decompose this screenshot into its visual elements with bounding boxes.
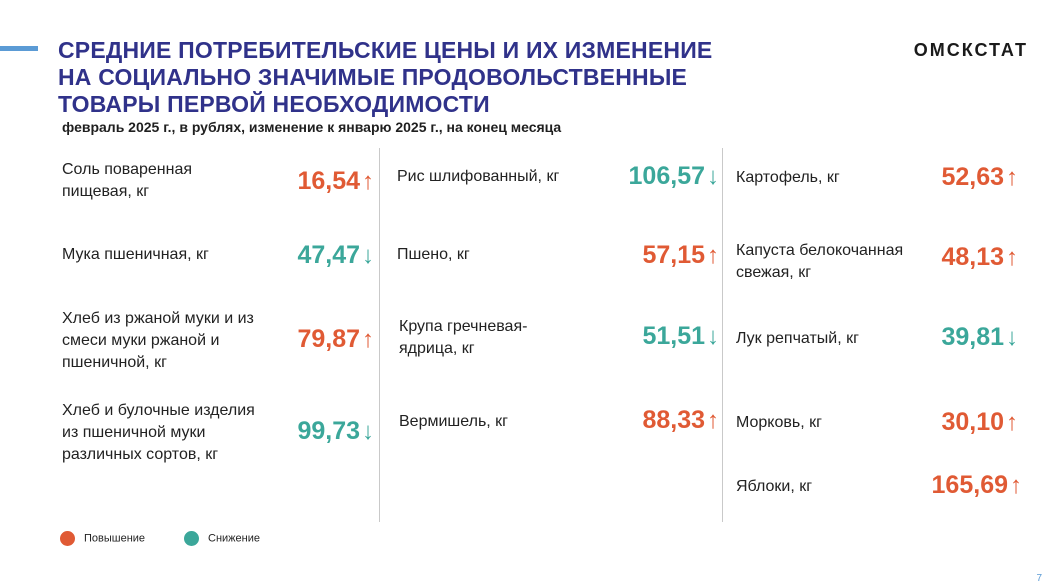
column-divider	[379, 148, 380, 522]
price-value: 52,63	[941, 163, 1004, 191]
price-value: 48,13	[941, 243, 1004, 271]
page-title: СРЕДНИЕ ПОТРЕБИТЕЛЬСКИЕ ЦЕНЫ И ИХ ИЗМЕНЕ…	[58, 37, 818, 118]
item-price: 51,51↓	[642, 322, 719, 351]
item-name: Соль поваренная пищевая, кг	[62, 161, 193, 200]
arrow-up-icon: ↑	[707, 242, 719, 269]
item-name: Картофель, кг	[736, 169, 840, 186]
item-price: 106,57↓	[629, 162, 719, 191]
price-item-wheat-bread: Хлеб и булочные изделия из пшеничной мук…	[62, 400, 374, 490]
item-name: Вермишель, кг	[399, 413, 509, 430]
item-price: 30,10↑	[941, 408, 1018, 437]
legend-label: Повышение	[84, 532, 146, 545]
arrow-up-icon: ↑	[1010, 472, 1022, 499]
price-item-millet: Пшено, кг 57,15↑	[397, 241, 719, 283]
price-value: 99,73	[297, 417, 360, 445]
column-divider	[722, 148, 723, 522]
price-item-potato: Картофель, кг 52,63↑	[736, 163, 1018, 206]
arrow-down-icon: ↓	[1006, 324, 1018, 351]
title-line-1: СРЕДНИЕ ПОТРЕБИТЕЛЬСКИЕ ЦЕНЫ И ИХ ИЗМЕНЕ…	[58, 37, 713, 63]
arrow-down-icon: ↓	[362, 242, 374, 269]
item-name: Морковь, кг	[736, 414, 822, 431]
price-item-flour: Мука пшеничная, кг 47,47↓	[62, 241, 374, 283]
legend-decrease: Снижение	[184, 531, 260, 546]
item-price: 99,73↓	[297, 417, 374, 446]
decrease-dot-icon	[184, 531, 199, 546]
legend-label: Снижение	[208, 532, 260, 545]
price-item-vermicelli: Вермишель, кг 88,33↑	[399, 406, 719, 450]
price-value: 16,54	[297, 167, 360, 195]
item-price: 47,47↓	[297, 241, 374, 270]
price-value: 106,57	[628, 162, 705, 190]
item-name: Крупа гречневая-ядрица, кг	[399, 318, 528, 357]
price-value: 39,81	[941, 323, 1004, 351]
item-name: Рис шлифованный, кг	[397, 168, 560, 185]
item-price: 48,13↑	[941, 243, 1018, 272]
arrow-up-icon: ↑	[362, 168, 374, 195]
price-item-rye-bread: Хлеб из ржаной муки и из смеси муки ржан…	[62, 308, 374, 378]
item-name: Капуста белокочанная свежая, кг	[736, 242, 904, 281]
brand-logo: ОМСКСТАТ	[913, 40, 1028, 60]
item-price: 16,54↑	[297, 167, 374, 196]
item-name: Пшено, кг	[397, 246, 470, 263]
price-item-buckwheat: Крупа гречневая-ядрица, кг 51,51↓	[399, 316, 719, 366]
arrow-up-icon: ↑	[362, 326, 374, 353]
arrow-down-icon: ↓	[362, 418, 374, 445]
price-item-onion: Лук репчатый, кг 39,81↓	[736, 323, 1018, 367]
price-item-carrot: Морковь, кг 30,10↑	[736, 408, 1018, 451]
price-value: 57,15	[642, 241, 705, 269]
item-price: 165,69↑	[932, 471, 1022, 500]
arrow-up-icon: ↑	[1006, 409, 1018, 436]
accent-bar	[0, 46, 38, 51]
item-price: 79,87↑	[297, 325, 374, 354]
item-name: Яблоки, кг	[736, 478, 813, 495]
price-value: 88,33	[642, 406, 705, 434]
increase-dot-icon	[60, 531, 75, 546]
arrow-up-icon: ↑	[1006, 164, 1018, 191]
arrow-down-icon: ↓	[707, 163, 719, 190]
arrow-up-icon: ↑	[1006, 244, 1018, 271]
price-item-apples: Яблоки, кг 165,69↑	[736, 471, 1022, 515]
item-name: Мука пшеничная, кг	[62, 246, 209, 263]
arrow-down-icon: ↓	[707, 323, 719, 350]
price-value: 47,47	[297, 241, 360, 269]
price-value: 30,10	[941, 408, 1004, 436]
item-price: 88,33↑	[642, 406, 719, 435]
item-price: 52,63↑	[941, 163, 1018, 192]
item-name: Лук репчатый, кг	[736, 330, 859, 347]
page-number: 7	[1036, 573, 1042, 584]
title-line-3: ТОВАРЫ ПЕРВОЙ НЕОБХОДИМОСТИ	[58, 91, 490, 117]
price-item-rice: Рис шлифованный, кг 106,57↓	[397, 162, 719, 205]
price-item-cabbage: Капуста белокочанная свежая, кг 48,13↑	[736, 240, 1018, 290]
arrow-up-icon: ↑	[707, 407, 719, 434]
price-value: 165,69	[931, 471, 1008, 499]
item-name: Хлеб из ржаной муки и из смеси муки ржан…	[62, 310, 254, 371]
item-price: 39,81↓	[941, 323, 1018, 352]
item-price: 57,15↑	[642, 241, 719, 270]
price-value: 79,87	[297, 325, 360, 353]
price-item-salt: Соль поваренная пищевая, кг 16,54↑	[62, 159, 374, 219]
price-value: 51,51	[642, 322, 705, 350]
title-line-2: НА СОЦИАЛЬНО ЗНАЧИМЫЕ ПРОДОВОЛЬСТВЕННЫЕ	[58, 64, 688, 90]
item-name: Хлеб и булочные изделия из пшеничной мук…	[62, 402, 255, 463]
legend-increase: Повышение	[60, 531, 145, 546]
page-subtitle: февраль 2025 г., в рублях, изменение к я…	[62, 119, 562, 135]
